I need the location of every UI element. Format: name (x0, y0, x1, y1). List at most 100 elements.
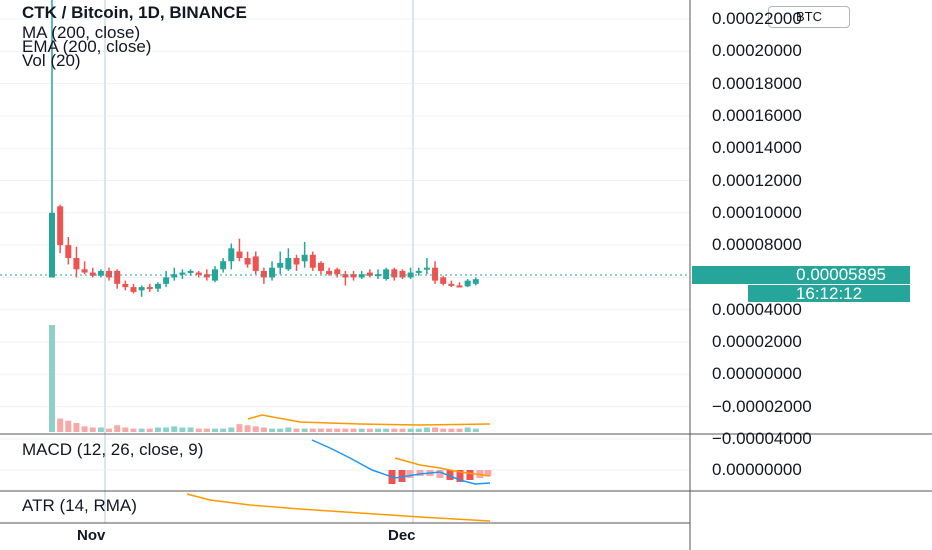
candle-body (49, 212, 55, 278)
candle-body (130, 287, 137, 292)
candle-body (179, 272, 186, 275)
volume-bar (309, 428, 316, 432)
volume-bar (236, 424, 243, 432)
macd-line (311, 439, 491, 485)
volume-bar (407, 428, 414, 432)
volume-bar (97, 427, 104, 432)
price-tick: −0.00004000 (712, 428, 812, 448)
price-tick: 0.00002000 (712, 332, 802, 351)
volume-bar (163, 427, 170, 432)
candle-body (236, 251, 243, 259)
macd-pane (0, 439, 690, 485)
candle-body (334, 269, 341, 275)
volume-bar (342, 428, 349, 432)
candle-body (252, 256, 259, 271)
time-gridlines (104, 0, 414, 523)
volume-bar (334, 428, 341, 432)
atr-label[interactable]: ATR (14, RMA) (22, 496, 137, 515)
macd-histogram-bar (436, 470, 444, 478)
volume-bar (456, 428, 463, 432)
candle-body (171, 274, 178, 278)
volume-bar (57, 418, 64, 432)
candle-body (293, 258, 300, 265)
volume-bars (49, 325, 479, 432)
macd-histogram-bar (398, 470, 406, 482)
volume-bar (350, 428, 357, 432)
volume-bar (49, 325, 55, 432)
candle-body (244, 258, 251, 265)
atr-pane (186, 493, 491, 522)
volume-bar (81, 426, 88, 432)
volume-bar (244, 425, 251, 432)
candle-body (464, 280, 471, 287)
time-label-nov: Nov (77, 527, 106, 544)
volume-bar (366, 428, 373, 432)
volume-bar (423, 427, 430, 432)
macd-histogram-bar (446, 470, 454, 480)
symbol-title[interactable]: CTK / Bitcoin, 1D, BINANCE (22, 3, 247, 22)
volume-bar (106, 428, 113, 432)
candle-body (122, 283, 129, 288)
volume-bar (260, 427, 267, 432)
candle-body (203, 274, 210, 278)
candle-body (375, 274, 381, 277)
volume-bar (326, 428, 333, 432)
volume-bar (375, 428, 381, 432)
macd-histogram-bar (416, 470, 424, 476)
ema-indicator-label[interactable]: EMA (200, close) (22, 37, 152, 56)
volume-bar (269, 428, 276, 432)
ma-indicator-label[interactable]: MA (200, close) (22, 23, 141, 42)
candle-body (81, 269, 88, 273)
price-tick: 0.00012000 (712, 170, 802, 190)
candle-body (472, 279, 479, 284)
candle-body (391, 269, 398, 278)
candle-body (399, 270, 406, 278)
candle-body (163, 277, 170, 284)
volume-bar (89, 427, 96, 432)
volume-bar (65, 420, 72, 432)
volume-bar (114, 425, 121, 432)
candle-body (423, 267, 430, 270)
volume-bar (285, 427, 292, 432)
candle-body (146, 287, 153, 290)
current-price-value: 0.00005895 (796, 265, 886, 284)
candle-body (350, 274, 357, 278)
candle-body (65, 245, 72, 259)
candle-body (195, 272, 202, 275)
price-tick: 0.00000000 (712, 364, 802, 384)
volume-indicator-label[interactable]: Vol (20) (22, 51, 81, 70)
volume-bar (464, 427, 471, 432)
macd-signal-line (394, 457, 491, 477)
volume-bar (472, 428, 479, 432)
volume-bar (220, 428, 227, 432)
candle-body (317, 262, 324, 271)
macd-label[interactable]: MACD (12, 26, close, 9) (22, 440, 204, 459)
countdown-badge: 16:12:12 (748, 285, 910, 302)
current-price-badge: 0.00005895 (692, 266, 910, 284)
candle-body (432, 267, 439, 281)
candle-body (89, 272, 96, 276)
candle-body (358, 274, 365, 278)
candle-body (415, 270, 422, 273)
volume-bar (293, 428, 300, 432)
candle-body (456, 285, 463, 288)
volume-bar (301, 428, 308, 432)
volume-bar (195, 428, 202, 432)
candle-body (138, 287, 145, 291)
volume-bar (212, 428, 218, 432)
macd-histogram-bar (466, 470, 474, 480)
currency-button[interactable]: BTC (768, 6, 850, 28)
candle-body (97, 270, 104, 276)
candlestick-series (49, 0, 479, 297)
candle-body (187, 270, 194, 273)
price-tick: 0.00014000 (712, 138, 802, 158)
volume-bar (391, 428, 398, 432)
atr-line (186, 493, 491, 522)
time-label-dec: Dec (388, 527, 416, 544)
volume-bar (383, 428, 390, 432)
candle-body (269, 267, 276, 278)
candle-body (383, 269, 390, 280)
candle-body (228, 248, 235, 262)
price-tick: 0.00018000 (712, 73, 802, 93)
